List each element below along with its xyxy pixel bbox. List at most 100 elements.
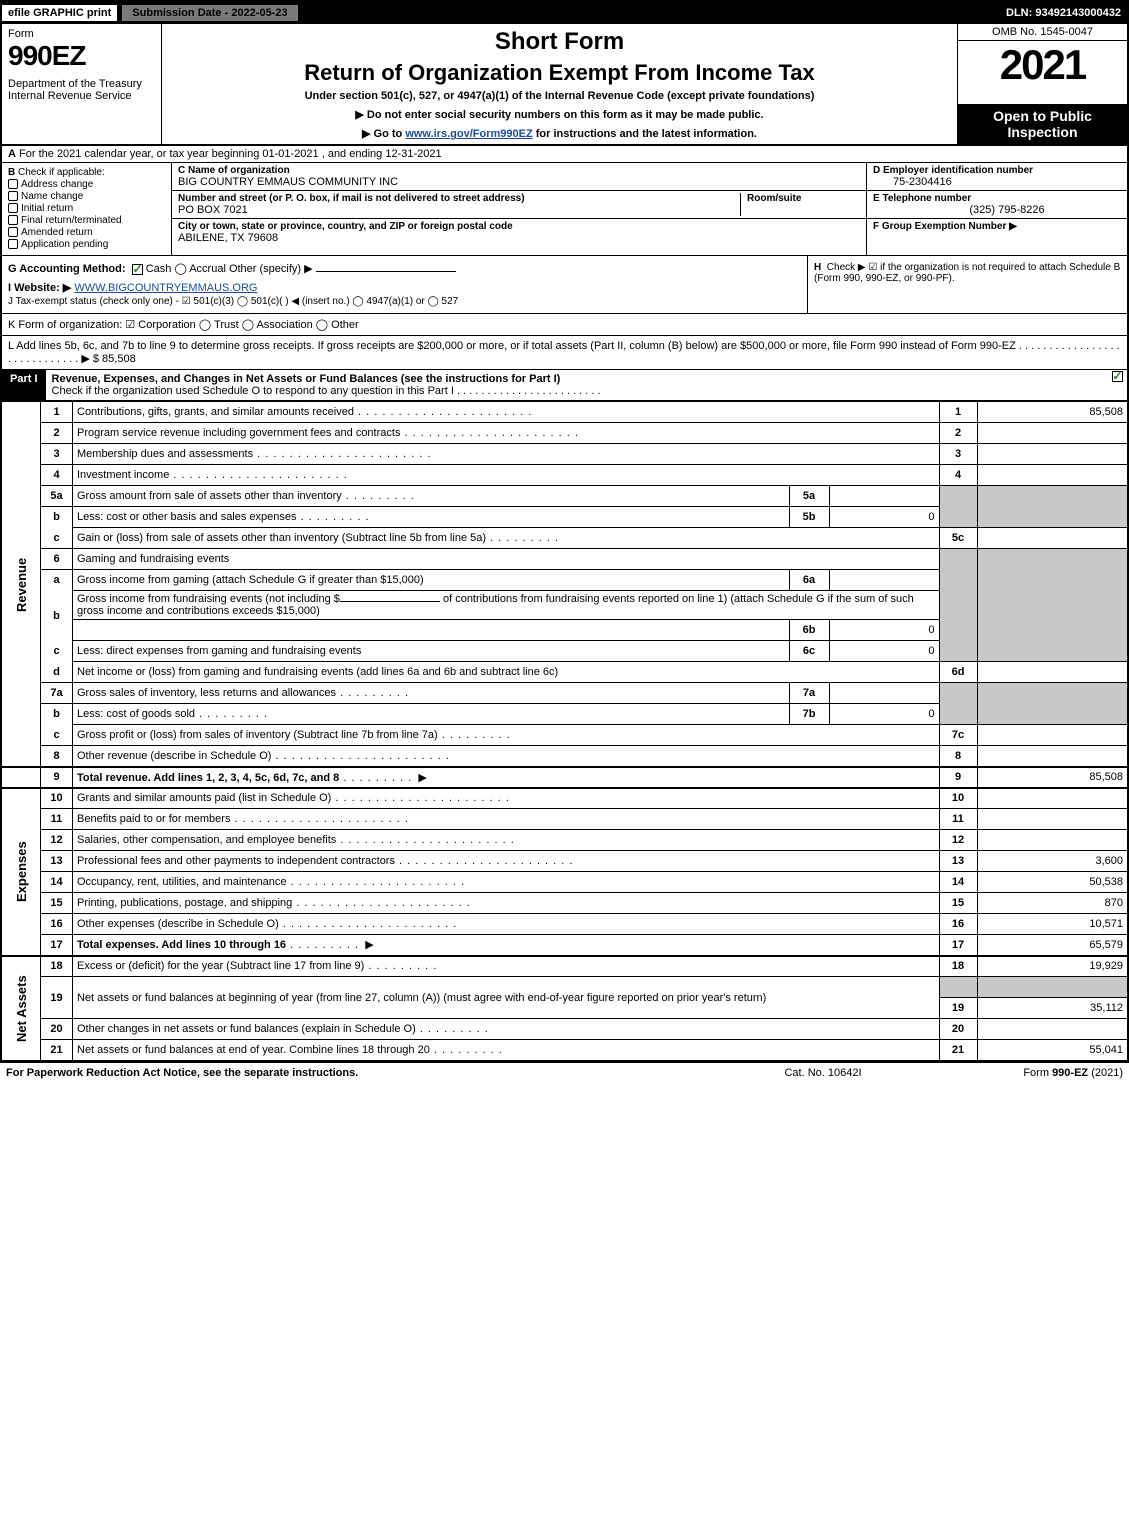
footer-right: Form 990-EZ (2021) [923,1067,1123,1079]
table-row: Revenue 1 Contributions, gifts, grants, … [2,402,1127,423]
table-row: Net Assets 18Excess or (deficit) for the… [2,956,1127,977]
department-label: Department of the Treasury Internal Reve… [8,78,155,102]
city-value: ABILENE, TX 79608 [178,232,860,244]
column-c: C Name of organization BIG COUNTRY EMMAU… [172,163,867,255]
submission-date: Submission Date - 2022-05-23 [121,4,298,22]
table-row: 9Total revenue. Add lines 1, 2, 3, 4, 5c… [2,767,1127,788]
ein-cell: D Employer identification number 75-2304… [867,163,1127,191]
part1-title: Revenue, Expenses, and Changes in Net As… [46,370,1107,400]
table-row: 14Occupancy, rent, utilities, and mainte… [2,872,1127,893]
table-row: 4Investment income4 [2,465,1127,486]
group-exemption-cell: F Group Exemption Number ▶ [867,219,1127,255]
table-row: 6Gaming and fundraising events [2,549,1127,570]
schedule-b-check: H Check ▶ ☑ if the organization is not r… [807,256,1127,313]
phone-label: E Telephone number [873,193,1121,204]
note-goto-pre: ▶ Go to [362,128,405,140]
form-number: 990EZ [8,40,155,72]
row-a: A For the 2021 calendar year, or tax yea… [2,146,1127,163]
header-center: Short Form Return of Organization Exempt… [162,24,957,144]
table-row: 11Benefits paid to or for members11 [2,809,1127,830]
website-link[interactable]: WWW.BIGCOUNTRYEMMAUS.ORG [74,282,257,294]
table-row: 15Printing, publications, postage, and s… [2,893,1127,914]
chk-cash[interactable] [132,264,143,275]
note-goto: ▶ Go to www.irs.gov/Form990EZ for instru… [172,127,947,140]
part1-header: Part I Revenue, Expenses, and Changes in… [2,370,1127,401]
row-l: L Add lines 5b, 6c, and 7b to line 9 to … [2,336,1127,370]
h-text: Check ▶ ☑ if the organization is not req… [814,262,1120,284]
label-h: H [814,262,821,273]
expenses-sidehead: Expenses [2,788,41,956]
form-header: Form 990EZ Department of the Treasury In… [2,24,1127,146]
table-row: 19Net assets or fund balances at beginni… [2,977,1127,998]
subtitle: Under section 501(c), 527, or 4947(a)(1)… [172,90,947,102]
netassets-sidehead: Net Assets [2,956,41,1061]
table-row: 20Other changes in net assets or fund ba… [2,1019,1127,1040]
page-footer: For Paperwork Reduction Act Notice, see … [0,1063,1129,1083]
accounting-opts: Cash ◯ Accrual Other (specify) ▶ [146,263,313,275]
street-cell: Number and street (or P. O. box, if mail… [172,191,867,219]
phone-cell: E Telephone number (325) 795-8226 [867,191,1127,219]
part1-table: Revenue 1 Contributions, gifts, grants, … [2,401,1127,1061]
table-row: cGross profit or (loss) from sales of in… [2,725,1127,746]
footer-catno: Cat. No. 10642I [723,1067,923,1079]
ein-value: 75-2304416 [873,176,1121,188]
chk-name-change[interactable]: Name change [8,191,165,202]
chk-application-pending[interactable]: Application pending [8,239,165,250]
open-to-public: Open to Public Inspection [958,104,1127,144]
form-container: efile GRAPHIC print Submission Date - 20… [0,0,1129,1063]
ein-label: D Employer identification number [873,165,1121,176]
omb-number: OMB No. 1545-0047 [958,24,1127,41]
table-row: 21Net assets or fund balances at end of … [2,1040,1127,1061]
main-title: Return of Organization Exempt From Incom… [172,60,947,86]
irs-link[interactable]: www.irs.gov/Form990EZ [405,128,532,140]
column-def: D Employer identification number 75-2304… [867,163,1127,255]
column-b: B Check if applicable: Address change Na… [2,163,172,255]
table-row: cGain or (loss) from sale of assets othe… [2,528,1127,549]
table-row: dNet income or (loss) from gaming and fu… [2,662,1127,683]
table-row: 5aGross amount from sale of assets other… [2,486,1127,507]
table-row: 16Other expenses (describe in Schedule O… [2,914,1127,935]
group-exemption-label: F Group Exemption Number ▶ [873,221,1121,232]
top-bar: efile GRAPHIC print Submission Date - 20… [2,2,1127,24]
note-ssn: ▶ Do not enter social security numbers o… [172,108,947,121]
row-j: J Tax-exempt status (check only one) - ☑… [8,294,801,307]
table-row: 2Program service revenue including gover… [2,423,1127,444]
table-row: 17Total expenses. Add lines 10 through 1… [2,935,1127,956]
org-name: BIG COUNTRY EMMAUS COMMUNITY INC [178,176,860,188]
footer-left: For Paperwork Reduction Act Notice, see … [6,1067,723,1079]
tax-year: 2021 [958,41,1127,89]
chk-initial-return[interactable]: Initial return [8,203,165,214]
dln-number: DLN: 93492143000432 [1006,7,1127,19]
city-label: City or town, state or province, country… [178,221,860,232]
header-right: OMB No. 1545-0047 2021 Open to Public In… [957,24,1127,144]
part1-checkbox[interactable] [1107,370,1127,400]
row-k: K Form of organization: ☑ Corporation ◯ … [2,314,1127,336]
label-g: G Accounting Method: [8,263,126,275]
chk-address-change[interactable]: Address change [8,179,165,190]
table-row: 3Membership dues and assessments3 [2,444,1127,465]
row-a-text: For the 2021 calendar year, or tax year … [19,148,442,160]
row-gh: G Accounting Method: Cash ◯ Accrual Othe… [2,256,1127,314]
org-name-label: C Name of organization [178,165,860,176]
label-i: I Website: ▶ [8,282,71,294]
row-i: I Website: ▶ WWW.BIGCOUNTRYEMMAUS.ORG [8,275,801,294]
table-row: 7aGross sales of inventory, less returns… [2,683,1127,704]
street-value: PO BOX 7021 [178,204,740,216]
header-left: Form 990EZ Department of the Treasury In… [2,24,162,144]
city-cell: City or town, state or province, country… [172,219,867,255]
room-label: Room/suite [747,193,860,204]
chk-final-return[interactable]: Final return/terminated [8,215,165,226]
label-a: A [8,148,16,160]
section-bcdef: B Check if applicable: Address change Na… [2,163,1127,256]
table-row: 13Professional fees and other payments t… [2,851,1127,872]
accounting-method: G Accounting Method: Cash ◯ Accrual Othe… [2,256,807,313]
efile-label: efile GRAPHIC print [2,5,117,21]
org-name-cell: C Name of organization BIG COUNTRY EMMAU… [172,163,867,191]
short-form-title: Short Form [172,28,947,56]
part1-label: Part I [2,370,46,400]
check-applicable: Check if applicable: [18,167,105,178]
revenue-sidehead: Revenue [2,402,41,767]
chk-amended-return[interactable]: Amended return [8,227,165,238]
table-row: 8Other revenue (describe in Schedule O)8 [2,746,1127,767]
phone-value: (325) 795-8226 [873,204,1121,216]
